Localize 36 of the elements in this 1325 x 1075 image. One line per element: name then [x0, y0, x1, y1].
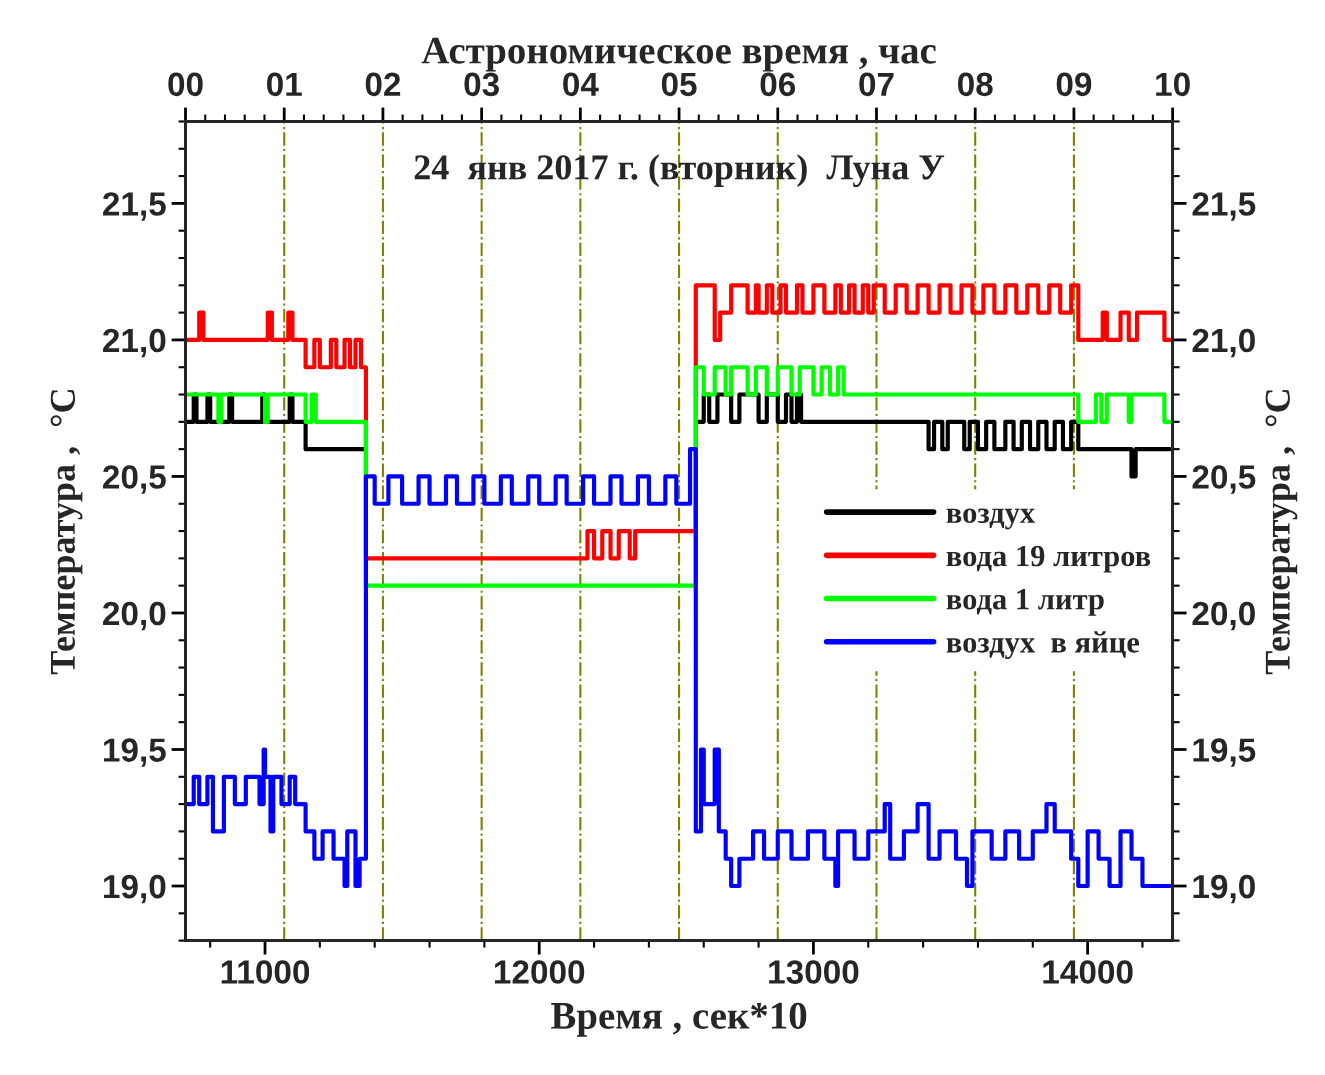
x2-axis-title: Астрономическое время , час: [421, 37, 936, 72]
x2-tick-label: 07: [859, 72, 894, 97]
y-tick-label: 21,0: [103, 328, 166, 358]
x2-tick-label: 00: [168, 72, 203, 97]
y-tick-label: 19,5: [103, 738, 166, 767]
y2-tick-label: 21,5: [1192, 192, 1256, 221]
y2-tick-label: 20,5: [1192, 465, 1256, 494]
x-tick-label: 13000: [769, 960, 859, 984]
x-tick-label: 11000: [221, 960, 310, 984]
y2-tick-label: 21,0: [1192, 328, 1255, 358]
y-tick-label: 21,5: [103, 192, 166, 221]
y-tick-label: 20,0: [103, 601, 166, 631]
legend-label: воздух: [946, 508, 1035, 530]
legend-label: воздух в яйце: [946, 631, 1140, 659]
x2-tick-label: 01: [266, 72, 302, 97]
x-tick-label: 12000: [494, 960, 585, 984]
x2-tick-label: 02: [365, 72, 401, 97]
y2-tick-label: 19,5: [1193, 738, 1256, 767]
x2-tick-label: 06: [760, 72, 796, 97]
x-axis-title: Время , сек*10: [551, 1002, 807, 1037]
y2-tick-label: 20,0: [1192, 601, 1255, 631]
y2-tick-label: 19,0: [1193, 874, 1255, 904]
x2-tick-label: 04: [563, 72, 599, 97]
x2-tick-label: 05: [661, 72, 697, 97]
y2-axis-title: Температура , °C: [1265, 390, 1298, 675]
y-tick-label: 20,5: [103, 465, 166, 494]
legend-label: вода 19 литров: [946, 545, 1151, 573]
x-tick-label: 14000: [1043, 960, 1133, 984]
x2-tick-label: 08: [957, 72, 993, 97]
text: 24 янв 2017 г. (вторник) Луна У: [414, 154, 945, 188]
x2-tick-label: 03: [464, 72, 499, 97]
y-tick-label: 19,0: [103, 874, 166, 904]
y-axis-title: Температура , °C: [50, 390, 83, 675]
legend-label: вода 1 литр: [946, 589, 1104, 616]
x2-tick-label: 09: [1056, 72, 1092, 97]
x2-tick-label: 10: [1156, 72, 1190, 97]
